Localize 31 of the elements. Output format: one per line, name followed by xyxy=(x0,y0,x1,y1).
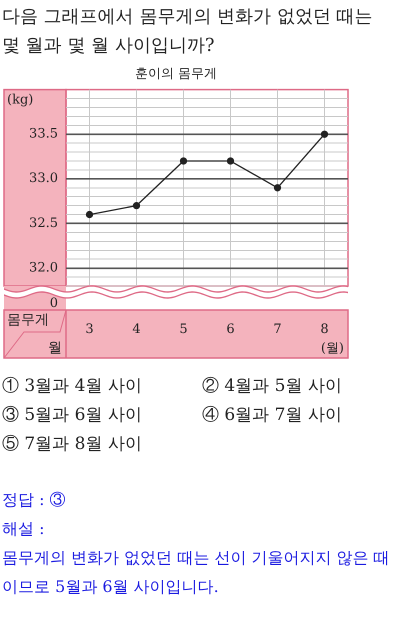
y-tick-label: 32.5 xyxy=(29,216,58,231)
text: ① 3월과 4월 사이 xyxy=(2,375,143,397)
text: 월 xyxy=(48,338,62,355)
x-tick-label: 6 xyxy=(226,322,235,338)
text: ⑤ 7월과 8월 사이 xyxy=(2,433,143,455)
text: ② 4월과 5월 사이 xyxy=(202,375,343,397)
text: 정답 : ③ xyxy=(2,489,67,511)
x-tick-label: 5 xyxy=(179,322,188,338)
y-tick-label: 33.5 xyxy=(29,126,58,142)
y-tick-label: 33.0 xyxy=(29,171,58,186)
x-tick-label: 4 xyxy=(132,322,141,338)
x-axis-title: (월) xyxy=(320,340,344,356)
text: ③ 5월과 6월 사이 xyxy=(2,404,143,426)
y-tick-label: 32.0 xyxy=(29,260,58,276)
point xyxy=(86,210,94,218)
point xyxy=(274,184,282,192)
point xyxy=(320,130,328,138)
x-tick-label: 3 xyxy=(85,322,94,338)
point xyxy=(132,202,140,210)
y-axis-title: (kg) xyxy=(7,92,34,108)
text: 몸무게 xyxy=(7,310,49,327)
text: 몸무게의 변화가 없었던 때는 선이 기울어지지 않은 때이므로 5월과 6월 사이입니다. xyxy=(2,547,391,598)
text: 해설 : xyxy=(2,518,46,540)
x-tick-label: 7 xyxy=(273,322,282,338)
text: ④ 6월과 7월 사이 xyxy=(202,404,343,426)
x-tick-label: 8 xyxy=(320,322,329,338)
point xyxy=(180,157,188,165)
text: 0 xyxy=(50,296,58,311)
point xyxy=(226,157,234,165)
chart-title: 훈이의 몸무게 xyxy=(135,65,217,80)
text: 다음 그래프에서 몸무게의 변화가 없었던 때는 몇 월과 몇 월 사이입니까? xyxy=(2,5,374,58)
